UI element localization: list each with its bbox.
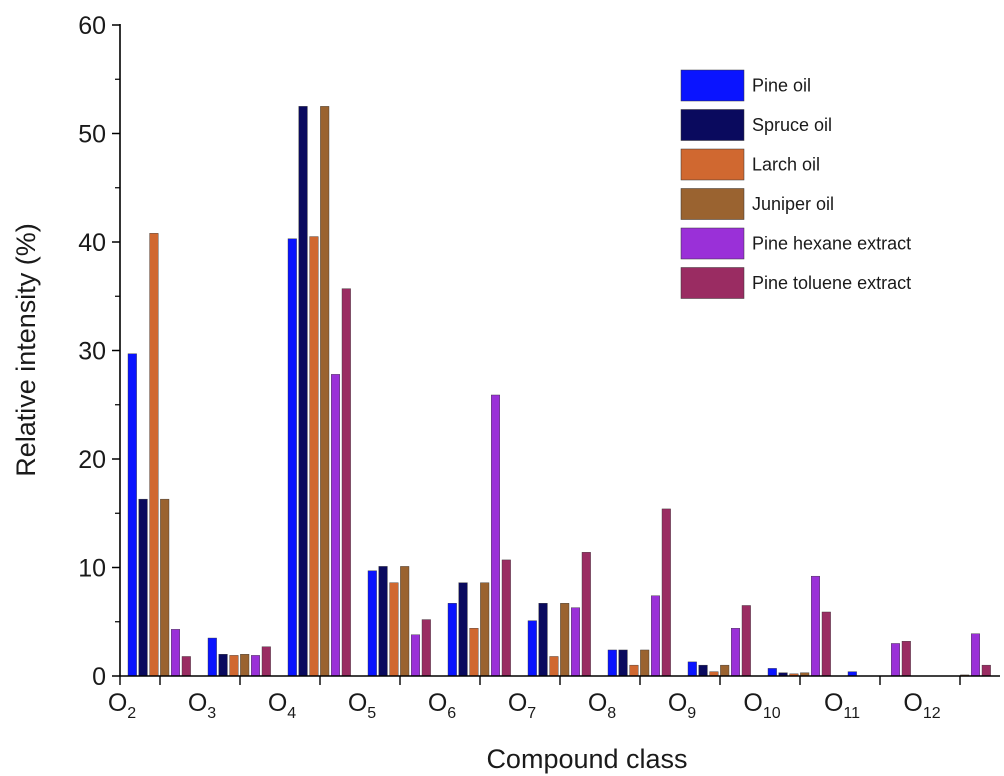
bar-pine-oil-O2	[127, 353, 137, 677]
bar-spruce-oil-O6	[458, 582, 468, 677]
bar-pine-hexane-extract-O9	[731, 628, 741, 677]
bar-spruce-oil-O2	[138, 498, 148, 677]
y-tick-label: 20	[78, 446, 106, 474]
legend-label: Pine toluene extract	[752, 273, 911, 293]
bar-pine-toluene-extract-O7	[581, 552, 591, 677]
legend: Pine oil Spruce oil Larch oil Juniper oil Pi…	[680, 69, 911, 299]
x-tick-label: O5	[348, 689, 376, 722]
bar-pine-toluene-extract-O9	[741, 605, 751, 677]
x-tick-label: O4	[268, 689, 296, 722]
bar-pine-toluene-extract-O4	[341, 288, 351, 677]
x-tick-label: O12	[903, 689, 940, 722]
bar-pine-toluene-extract-O2	[181, 656, 191, 677]
x-tick-label: O6	[428, 689, 456, 722]
x-axis-title: Compound class	[486, 744, 687, 774]
legend-swatch	[680, 227, 745, 260]
bar-juniper-oil-O9	[720, 664, 730, 677]
bar-pine-hexane-extract-O8	[651, 595, 661, 677]
legend-swatch	[680, 267, 745, 299]
y-tick-label: 50	[78, 121, 106, 149]
bar-larch-oil-O5	[389, 582, 399, 677]
legend-label: Pine oil	[752, 76, 811, 96]
bar-spruce-oil-O3	[218, 654, 228, 677]
bar-pine-oil-O9	[687, 661, 697, 677]
bar-larch-oil-O3	[229, 655, 239, 677]
bar-pine-hexane-extract-O11	[891, 643, 901, 677]
bar-pine-toluene-extract-O12	[981, 664, 991, 677]
bar-larch-oil-O8	[629, 664, 639, 677]
bar-spruce-oil-O4	[298, 106, 308, 677]
bar-pine-toluene-extract-O3	[261, 646, 271, 677]
legend-label: Spruce oil	[752, 115, 832, 135]
x-tick-label: O10	[743, 689, 780, 722]
bar-larch-oil-O7	[549, 656, 559, 677]
bar-pine-hexane-extract-O7	[571, 607, 581, 677]
bar-larch-oil-O4	[309, 236, 319, 677]
bar-pine-hexane-extract-O12	[971, 633, 981, 677]
bar-pine-oil-O5	[367, 570, 377, 677]
bar-pine-toluene-extract-O8	[661, 508, 671, 677]
bar-pine-hexane-extract-O5	[411, 634, 421, 677]
bar-juniper-oil-O8	[640, 649, 650, 677]
bar-pine-toluene-extract-O10	[821, 611, 831, 677]
bar-pine-hexane-extract-O4	[331, 374, 341, 677]
y-tick-label: 60	[78, 12, 106, 40]
x-tick-label: O3	[188, 689, 216, 722]
bar-pine-oil-O10	[767, 668, 777, 677]
bar-pine-hexane-extract-O10	[811, 575, 821, 677]
x-tick-label: O9	[668, 689, 696, 722]
legend-label: Larch oil	[752, 155, 820, 175]
x-tick-label: O2	[108, 689, 136, 722]
legend-swatch	[680, 109, 745, 141]
bar-pine-hexane-extract-O6	[491, 394, 501, 677]
bar-spruce-oil-O7	[538, 603, 548, 677]
bar-juniper-oil-O5	[400, 566, 410, 677]
bar-pine-oil-O4	[287, 238, 297, 677]
legend-label: Pine hexane extract	[752, 234, 911, 254]
bar-juniper-oil-O4	[320, 106, 330, 677]
bar-spruce-oil-O9	[698, 664, 708, 677]
y-tick-label: 0	[92, 663, 106, 691]
bar-pine-toluene-extract-O11	[901, 641, 911, 677]
bar-pine-toluene-extract-O5	[421, 619, 431, 677]
bar-spruce-oil-O8	[618, 649, 628, 677]
legend-swatch	[680, 69, 745, 102]
bar-larch-oil-O6	[469, 628, 479, 677]
bar-pine-hexane-extract-O2	[170, 629, 180, 677]
bars-group	[127, 106, 991, 677]
bar-juniper-oil-O6	[480, 582, 490, 677]
y-tick-label: 40	[78, 229, 106, 257]
bar-pine-oil-O6	[447, 603, 457, 677]
x-tick-label: O8	[588, 689, 616, 722]
bar-pine-oil-O3	[207, 637, 217, 677]
bar-spruce-oil-O5	[378, 566, 388, 677]
bar-pine-oil-O8	[607, 649, 617, 677]
legend-label: Juniper oil	[752, 194, 834, 214]
legend-swatch	[680, 188, 745, 220]
bar-juniper-oil-O7	[560, 603, 570, 677]
bar-pine-toluene-extract-O6	[501, 559, 511, 677]
y-tick-label: 30	[78, 338, 106, 366]
bar-juniper-oil-O2	[160, 498, 170, 677]
bar-larch-oil-O2	[149, 233, 159, 677]
bar-pine-oil-O7	[527, 620, 537, 677]
y-tick-label: 10	[78, 555, 106, 583]
x-tick-label: O7	[508, 689, 536, 722]
x-tick-label: O11	[824, 689, 860, 722]
bar-juniper-oil-O3	[240, 654, 250, 677]
legend-swatch	[680, 148, 745, 181]
y-axis-title: Relative intensity (%)	[11, 223, 41, 477]
bar-pine-hexane-extract-O3	[250, 655, 260, 677]
